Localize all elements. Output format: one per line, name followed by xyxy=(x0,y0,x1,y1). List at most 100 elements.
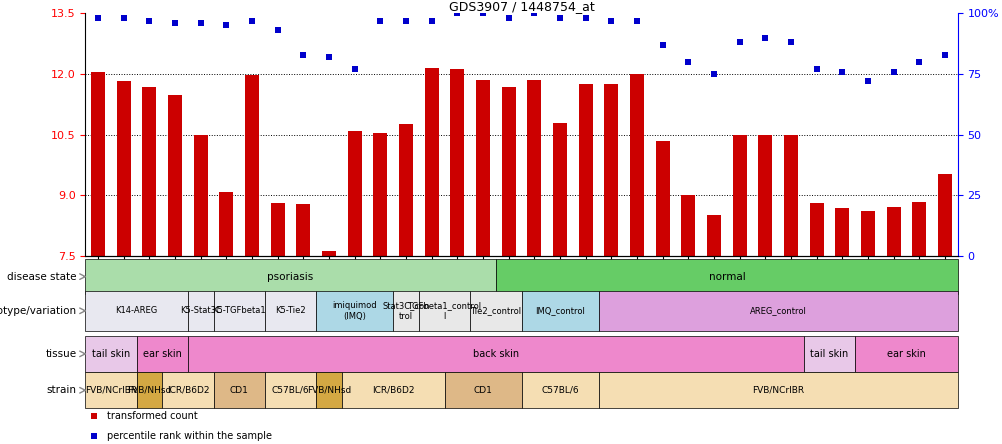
Bar xyxy=(424,68,438,256)
Point xyxy=(398,17,414,24)
Bar xyxy=(316,373,342,408)
Bar xyxy=(758,135,772,256)
Text: K5-TGFbeta1: K5-TGFbeta1 xyxy=(212,306,266,315)
Point xyxy=(936,51,952,58)
Bar xyxy=(187,291,213,331)
Point xyxy=(372,17,388,24)
Bar xyxy=(476,80,490,256)
Bar xyxy=(296,204,311,256)
Text: strain: strain xyxy=(46,385,76,395)
Bar xyxy=(85,291,187,331)
Bar xyxy=(501,87,515,256)
Bar xyxy=(219,192,233,256)
Bar xyxy=(527,80,541,256)
Bar xyxy=(604,84,618,256)
Point xyxy=(500,15,516,22)
Bar xyxy=(655,141,669,256)
Text: disease state: disease state xyxy=(7,272,76,281)
Text: FVB/NCrIBR: FVB/NCrIBR xyxy=(85,386,137,395)
Bar xyxy=(316,291,393,331)
Bar xyxy=(495,259,957,294)
Point xyxy=(86,413,102,420)
Bar xyxy=(521,291,598,331)
Bar xyxy=(187,336,803,372)
Bar xyxy=(399,124,413,256)
Bar xyxy=(784,135,798,256)
Text: K5-Tie2: K5-Tie2 xyxy=(275,306,306,315)
Bar xyxy=(706,215,720,256)
Point xyxy=(551,15,567,22)
Point xyxy=(577,15,593,22)
Point xyxy=(243,17,260,24)
Text: transformed count: transformed count xyxy=(107,411,197,421)
Text: CD1: CD1 xyxy=(229,386,248,395)
Point xyxy=(295,51,311,58)
Point xyxy=(167,20,183,27)
Bar xyxy=(680,195,694,256)
Bar xyxy=(322,251,336,256)
Bar xyxy=(136,336,187,372)
Point xyxy=(475,10,491,17)
Point xyxy=(192,20,208,27)
Bar xyxy=(578,84,592,256)
Point xyxy=(449,10,465,17)
Text: tail skin: tail skin xyxy=(92,349,130,359)
Point xyxy=(141,17,157,24)
Text: percentile rank within the sample: percentile rank within the sample xyxy=(107,431,272,441)
Bar xyxy=(168,95,182,256)
Point xyxy=(911,58,927,65)
Text: normal: normal xyxy=(707,272,744,281)
Text: tail skin: tail skin xyxy=(810,349,848,359)
Bar xyxy=(85,373,136,408)
Text: Stat3C_con
trol: Stat3C_con trol xyxy=(382,301,430,321)
Text: K5-Stat3C: K5-Stat3C xyxy=(179,306,221,315)
Text: imiquimod
(IMQ): imiquimod (IMQ) xyxy=(332,301,377,321)
Bar xyxy=(85,336,136,372)
Bar xyxy=(85,259,495,294)
Text: genotype/variation: genotype/variation xyxy=(0,306,76,316)
Bar xyxy=(886,207,900,256)
Point xyxy=(526,10,542,17)
Bar xyxy=(193,135,207,256)
Text: Tie2_control: Tie2_control xyxy=(470,306,521,315)
Bar xyxy=(348,131,362,256)
Point xyxy=(86,432,102,440)
Bar xyxy=(629,74,643,256)
Bar xyxy=(213,373,265,408)
Point xyxy=(705,71,721,78)
Bar xyxy=(450,69,464,256)
Point xyxy=(654,41,670,48)
Point xyxy=(90,15,106,22)
Bar xyxy=(373,133,387,256)
Bar xyxy=(552,123,566,256)
Bar xyxy=(937,174,951,256)
Point xyxy=(834,68,850,75)
Bar xyxy=(912,202,926,256)
Bar xyxy=(731,135,746,256)
Bar xyxy=(444,373,521,408)
Bar xyxy=(116,81,130,256)
Text: ear skin: ear skin xyxy=(142,349,181,359)
Text: ICR/B6D2: ICR/B6D2 xyxy=(372,386,414,395)
Text: ear skin: ear skin xyxy=(886,349,925,359)
Bar xyxy=(521,373,598,408)
Point xyxy=(115,15,131,22)
Point xyxy=(347,66,363,73)
Text: TGFbeta1_control
l: TGFbeta1_control l xyxy=(407,301,481,321)
Text: back skin: back skin xyxy=(472,349,518,359)
Point xyxy=(628,17,644,24)
Point xyxy=(730,39,746,46)
Bar xyxy=(162,373,213,408)
Text: ICR/B6D2: ICR/B6D2 xyxy=(166,386,209,395)
Bar xyxy=(91,72,105,256)
Bar xyxy=(393,291,419,331)
Bar xyxy=(265,291,316,331)
Bar xyxy=(142,87,156,256)
Text: FVB/NCrIBR: FVB/NCrIBR xyxy=(752,386,804,395)
Bar xyxy=(419,291,470,331)
Bar xyxy=(809,203,823,256)
Text: CD1: CD1 xyxy=(473,386,492,395)
Title: GDS3907 / 1448754_at: GDS3907 / 1448754_at xyxy=(448,0,594,13)
Point xyxy=(423,17,439,24)
Bar xyxy=(835,208,849,256)
